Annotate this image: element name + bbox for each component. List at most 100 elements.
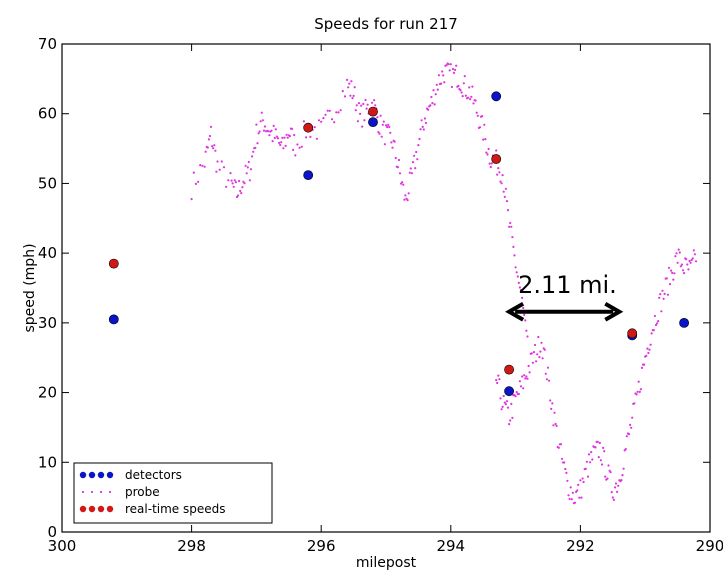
probe-point [246,166,249,169]
probe-point [302,120,305,123]
legend-marker [99,490,103,494]
probe-point [199,164,202,167]
probe-point [555,424,558,427]
probe-point [317,119,321,122]
probe-point [585,460,589,463]
probe-point [384,124,388,127]
probe-point [220,160,223,163]
probe-point [280,141,283,144]
probe-point [599,459,603,462]
probe-point [424,121,428,125]
probe-point [549,399,552,402]
probe-point [409,167,412,170]
probe-point [607,464,610,467]
y-tick-label: 60 [38,105,57,123]
probe-point [667,266,671,269]
probe-point [625,435,628,438]
probe-point [565,471,568,474]
probe-point [543,348,546,351]
probe-point [532,351,536,354]
probe-point [206,146,209,149]
probe-point [218,168,221,171]
probe-point [407,192,410,195]
probe-point [383,143,386,146]
probe-point [656,322,659,325]
probe-point [437,74,440,77]
x-tick-label: 292 [566,537,595,555]
probe-point [630,426,633,429]
probe-point [519,385,523,388]
x-tick-label: 290 [696,537,723,555]
probe-point [296,143,299,146]
probe-point [396,166,399,169]
probe-point [570,498,573,501]
probe-point [373,99,376,102]
legend-label: real-time speeds [125,502,226,516]
probe-point [657,320,660,323]
probe-point [445,64,448,67]
probe-point [681,269,685,272]
probe-point [635,393,638,396]
probe-point [251,155,254,158]
probe-point [597,456,600,459]
arrow-head-right [604,301,624,322]
probe-point [590,451,593,454]
probe-point [355,104,358,107]
probe-point [510,402,513,405]
probe-point [341,90,344,93]
probe-point [587,453,591,456]
probe-point [511,236,514,239]
probe-point [387,123,390,126]
probe-point [236,194,240,197]
probe-point [427,108,430,111]
probe-point [252,150,255,153]
probe-point [517,281,520,284]
probe-point [617,484,620,487]
probe-point [406,199,409,202]
probe-point [320,120,323,123]
probe-point [518,380,522,383]
chart-title: Speeds for run 217 [314,15,458,33]
probe-point [498,171,501,174]
probe-point [546,366,550,369]
probe-point [506,406,510,409]
probe-point [386,125,389,129]
probe-point [215,170,218,173]
probe-point [472,102,475,105]
probe-point [208,134,212,138]
probe-point [333,121,336,124]
probe-point [528,371,531,374]
probe-point [360,104,363,107]
probe-point [659,293,662,296]
probe-point [365,107,368,110]
legend-marker [79,505,87,513]
probe-point [463,75,466,78]
probe-point [230,179,233,182]
probe-point [648,348,651,351]
probe-point [288,135,291,138]
probe-point [433,103,436,106]
probe-point [454,68,457,71]
probe-point [508,423,511,426]
probe-point [248,179,251,182]
probe-point [420,119,423,122]
probe-point [643,363,646,366]
probe-point [609,471,612,474]
probe-point [212,147,215,150]
probe-point [207,138,210,141]
probe-point [398,172,402,175]
probe-point [692,249,695,252]
probe-point [422,128,425,131]
probe-point [324,113,327,116]
probe-point [478,126,482,129]
probe-point [378,132,381,135]
probe-point [476,114,479,117]
probe-point [514,395,517,398]
detectors-point [108,314,119,325]
probe-point [229,172,232,175]
probe-point [512,245,515,248]
probe-point [335,111,338,114]
probe-point [688,259,691,263]
probe-point [515,391,518,394]
